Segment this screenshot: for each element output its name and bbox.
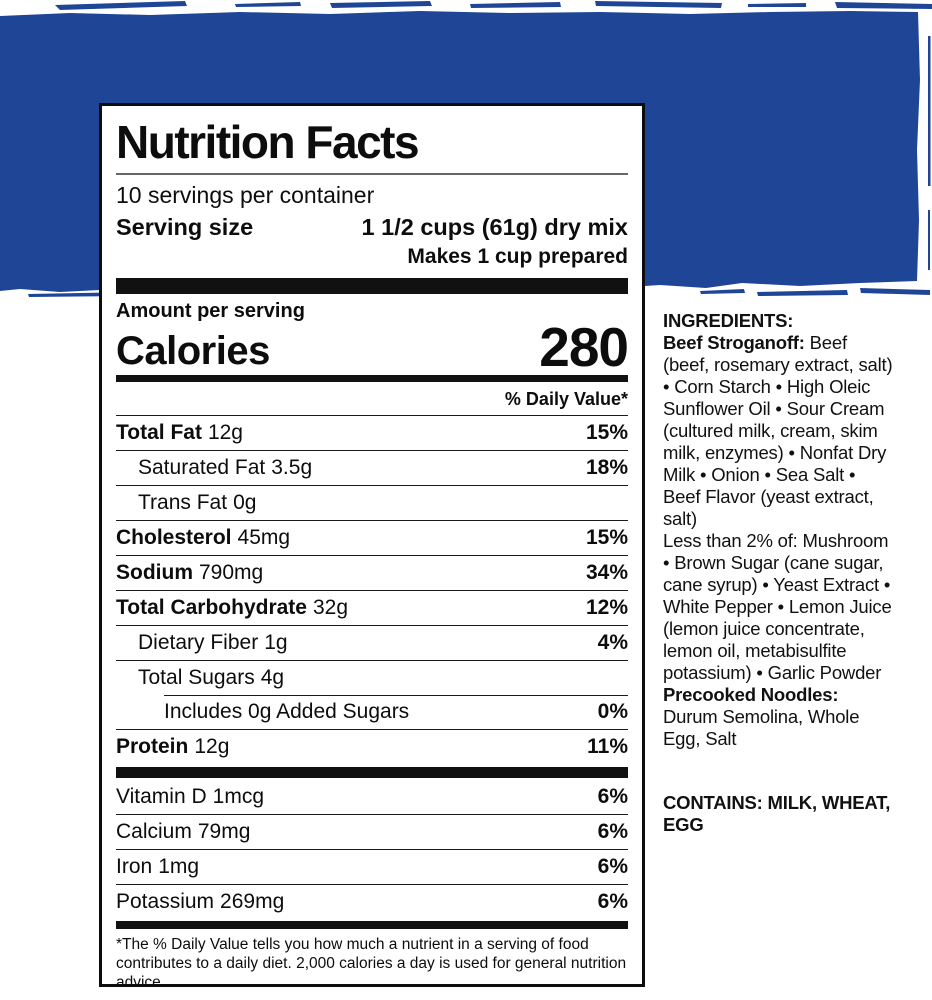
nutrient-name-amount: Total Fat 12g	[116, 420, 243, 444]
vitamin-row-calcium: Calcium 79mg 6%	[116, 813, 628, 849]
nutrition-facts-panel: Nutrition Facts 10 servings per containe…	[99, 103, 645, 991]
servings-per-container: 10 servings per container	[116, 181, 375, 208]
vitamin-row-potassium: Potassium 269mg 6%	[116, 883, 628, 919]
daily-value-percent: 11%	[587, 734, 628, 758]
footnote-divider-bar	[116, 920, 628, 929]
daily-value-percent: 34%	[585, 560, 628, 584]
serving-size-row: Serving size 1 1/2 cups (61g) dry mix	[116, 214, 628, 241]
nutrient-name-amount: Saturated Fat 3.5g	[138, 455, 313, 479]
vitamin-row-iron: Iron 1mg 6%	[116, 848, 628, 884]
nutrient-row-total-fat: Total Fat 12g 15%	[116, 416, 628, 450]
calories-row: Calories 280	[116, 315, 629, 378]
title-divider	[116, 172, 628, 175]
nutrient-name-amount: Cholesterol 45mg	[116, 525, 291, 549]
calories-label: Calories	[116, 328, 270, 373]
serving-size-value: 1 1/2 cups (61g) dry mix	[361, 213, 628, 240]
daily-value-footnote: *The % Daily Value tells you how much a …	[116, 935, 627, 992]
nutrient-name-amount: Total Sugars 4g	[138, 665, 285, 689]
daily-value-percent: 6%	[597, 854, 628, 878]
thick-divider-bar	[116, 766, 628, 778]
serving-note: Makes 1 cup prepared	[407, 244, 628, 268]
daily-value-percent: 18%	[585, 455, 628, 479]
nutrient-name-amount: Dietary Fiber 1g	[138, 630, 288, 654]
nutrition-facts-title: Nutrition Facts	[116, 116, 420, 168]
ingredients-heading: INGREDIENTS:	[663, 310, 794, 331]
vitamin-name-amount: Calcium 79mg	[116, 819, 251, 843]
nutrient-name-amount: Includes 0g Added Sugars	[164, 699, 410, 723]
daily-value-percent: 4%	[597, 630, 628, 654]
nutrient-name-amount: Trans Fat 0g	[138, 490, 257, 514]
precooked-noodles-label: Precooked Noodles:	[663, 684, 839, 705]
nutrient-row-cholesterol: Cholesterol 45mg 15%	[116, 519, 628, 555]
thick-divider-bar	[116, 277, 628, 294]
beef-stroganoff-label: Beef Stroganoff:	[663, 332, 805, 353]
nutrient-row-dietary-fiber: Dietary Fiber 1g 4%	[116, 624, 628, 660]
daily-value-percent: 12%	[585, 595, 628, 619]
nutrient-name-amount: Protein 12g	[116, 734, 230, 758]
daily-value-percent: 6%	[597, 784, 628, 808]
nutrient-row-sodium: Sodium 790mg 34%	[116, 554, 628, 590]
nutrient-row-trans-fat: Trans Fat 0g	[116, 484, 628, 520]
daily-value-percent: 6%	[597, 889, 628, 913]
precooked-noodles-text: Durum Semolina, Whole Egg, Salt	[663, 706, 860, 749]
vitamin-name-amount: Potassium 269mg	[116, 889, 285, 913]
nutrient-row-protein: Protein 12g 11%	[116, 728, 628, 764]
calories-value: 280	[539, 315, 629, 378]
serving-size-label: Serving size	[116, 213, 254, 240]
daily-value-percent: 15%	[585, 420, 628, 444]
ingredients-less-than: Less than 2% of: Mushroom • Brown Sugar …	[663, 530, 892, 683]
daily-value-percent: 6%	[597, 819, 628, 843]
vitamin-row-vitamin-d: Vitamin D 1mcg 6%	[116, 780, 628, 814]
ingredients-main-text: Beef (beef, rosemary extract, salt) • Co…	[663, 332, 893, 529]
nutrient-row-total-carbohydrate: Total Carbohydrate 32g 12%	[116, 589, 628, 625]
daily-value-header: % Daily Value*	[116, 385, 628, 416]
medium-divider-bar	[116, 374, 628, 382]
daily-value-percent: 15%	[585, 525, 628, 549]
ingredients-main: Beef Stroganoff: Beef (beef, rosemary ex…	[663, 332, 897, 530]
nutrient-row-added-sugars: Includes 0g Added Sugars 0%	[116, 694, 628, 729]
allergen-statement: CONTAINS: MILK, WHEAT, EGG	[663, 792, 891, 835]
daily-value-percent: 0%	[597, 699, 628, 723]
nutrient-row-saturated-fat: Saturated Fat 3.5g 18%	[116, 449, 628, 485]
nutrient-name-amount: Total Carbohydrate 32g	[116, 595, 349, 619]
vitamin-name-amount: Iron 1mg	[116, 854, 200, 878]
amount-per-serving-label: Amount per serving	[116, 299, 305, 322]
nutrient-row-total-sugars: Total Sugars 4g	[116, 659, 628, 695]
ingredients-panel: INGREDIENTS: Beef Stroganoff: Beef (beef…	[663, 310, 897, 836]
nutrient-name-amount: Sodium 790mg	[116, 560, 264, 584]
vitamin-name-amount: Vitamin D 1mcg	[116, 784, 265, 808]
